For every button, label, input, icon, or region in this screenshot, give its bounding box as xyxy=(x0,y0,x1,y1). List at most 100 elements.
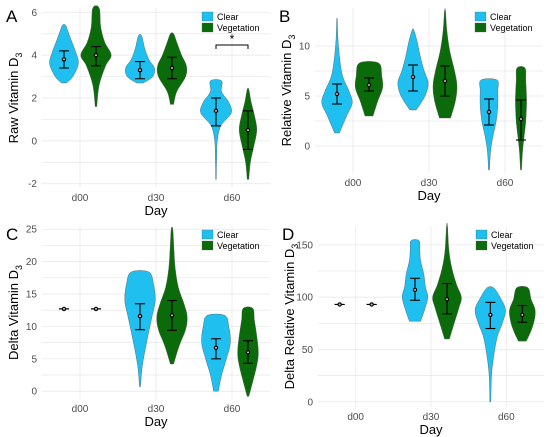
legend-label-vegetation: Vegetation xyxy=(217,241,260,251)
mean-point-center xyxy=(139,315,141,318)
series-vegetation xyxy=(80,5,258,180)
x-tick-label: d00 xyxy=(347,412,364,423)
series-clear xyxy=(49,24,232,180)
legend-label-vegetation: Vegetation xyxy=(491,241,534,251)
y-tick-label: 0 xyxy=(304,142,310,153)
y-axis-label-main: Relative Vitamin D xyxy=(279,40,294,147)
legend-swatch-vegetation xyxy=(201,240,214,251)
y-tick-label: 20 xyxy=(26,257,38,268)
x-tick-label: d60 xyxy=(224,193,241,204)
bracket-line xyxy=(215,44,249,49)
mean-point-center xyxy=(95,54,97,57)
violin-shape xyxy=(432,8,458,119)
panel-letter: B xyxy=(279,7,290,26)
x-tick-label: d60 xyxy=(497,178,514,189)
mean-point-center xyxy=(247,129,249,132)
legend-label-clear: Clear xyxy=(217,230,239,240)
y-tick-label: 6 xyxy=(31,8,37,19)
series-clear xyxy=(321,17,499,171)
mean-point-center xyxy=(139,69,141,72)
legend-label-clear: Clear xyxy=(490,12,512,22)
mean-point-center xyxy=(215,109,217,112)
panel-b: 0 5 10 d00 d30 d60 Day Relative Vitamin D3 B Clea… xyxy=(279,7,543,203)
y-tick-label: 0 xyxy=(31,387,37,398)
legend-swatch-clear xyxy=(201,229,214,240)
mean-point-center xyxy=(336,93,338,95)
violin-shape xyxy=(156,226,188,365)
y-axis-label: Relative Vitamin D3 xyxy=(279,35,297,147)
mean-point-center xyxy=(370,303,373,306)
panel-c: 0 5 10 15 20 25 d00 d30 d60 Day Delta Vitamin D3 C C… xyxy=(6,225,270,429)
y-tick-label: 50 xyxy=(302,345,314,356)
series-vegetation xyxy=(91,226,259,397)
legend-swatch-clear xyxy=(201,11,214,22)
violin-shape xyxy=(200,79,232,180)
y-axis-label: Delta Relative Vitamin D3 xyxy=(282,244,300,390)
y-tick-label: 4 xyxy=(31,51,37,62)
mean-point-center xyxy=(489,313,492,316)
panel-letter: C xyxy=(6,225,18,244)
significance-bracket: * xyxy=(215,32,249,49)
legend-label-vegetation: Vegetation xyxy=(217,23,260,33)
y-tick-label: 100 xyxy=(296,293,313,304)
y-axis-label-subscript: 3 xyxy=(287,35,297,40)
mean-point-center xyxy=(95,307,97,310)
mean-point-center xyxy=(215,346,217,349)
y-tick-label: 10 xyxy=(26,322,38,333)
y-axis-label: Delta Vitamin D3 xyxy=(6,265,24,360)
mean-point-center xyxy=(488,111,490,113)
legend-label-clear: Clear xyxy=(217,12,239,22)
legend-swatch-clear xyxy=(474,11,487,22)
y-axis-label-subscript: 3 xyxy=(14,265,24,270)
x-axis-label: Day xyxy=(419,422,443,437)
legend-swatch-vegetation xyxy=(475,240,488,251)
mean-point-center xyxy=(444,80,446,82)
legend-swatch-clear xyxy=(475,229,488,240)
x-tick-label: d30 xyxy=(148,193,165,204)
x-tick-label: d00 xyxy=(72,193,89,204)
legend-swatch-vegetation xyxy=(474,22,487,33)
y-axis-label-subscript: 3 xyxy=(290,244,300,249)
series-clear xyxy=(334,239,506,402)
series-vegetation xyxy=(366,222,536,342)
x-tick-label: d30 xyxy=(148,404,165,415)
x-tick-label: d30 xyxy=(423,412,440,423)
y-tick-label: -2 xyxy=(28,179,37,190)
mean-point-center xyxy=(520,118,522,120)
violin-shape xyxy=(125,34,155,84)
mean-point-center xyxy=(338,303,341,306)
y-axis-label-subscript: 3 xyxy=(14,53,24,58)
y-tick-label: 5 xyxy=(31,354,37,365)
x-tick-label: d30 xyxy=(421,178,438,189)
x-tick-label: d60 xyxy=(224,404,241,415)
y-tick-label: 0 xyxy=(307,397,313,408)
significance-marker: * xyxy=(230,32,235,46)
y-tick-label: 25 xyxy=(26,225,38,236)
y-axis-label-main: Delta Vitamin D xyxy=(6,270,21,360)
mean-point-center xyxy=(63,58,65,61)
mean-point-center xyxy=(412,76,414,78)
x-tick-label: d00 xyxy=(72,404,89,415)
mean-point-center xyxy=(63,307,65,310)
mean-point-center xyxy=(171,67,173,69)
legend-label-clear: Clear xyxy=(491,230,513,240)
mean-point-center xyxy=(247,351,249,354)
x-axis-label: Day xyxy=(144,414,168,429)
mean-point-center xyxy=(368,84,370,86)
mean-point-center xyxy=(171,314,173,317)
y-tick-label: 5 xyxy=(304,92,310,103)
y-axis-label: Raw Vitamin D3 xyxy=(6,53,24,144)
violin-shape xyxy=(321,17,353,134)
mean-point-center xyxy=(446,298,448,301)
series-vegetation xyxy=(354,8,527,171)
y-axis-label-main: Raw Vitamin D xyxy=(6,58,21,144)
legend-swatch-vegetation xyxy=(201,22,214,33)
x-axis-label: Day xyxy=(144,203,168,218)
panel-letter: A xyxy=(6,7,18,26)
x-tick-label: d00 xyxy=(345,178,362,189)
